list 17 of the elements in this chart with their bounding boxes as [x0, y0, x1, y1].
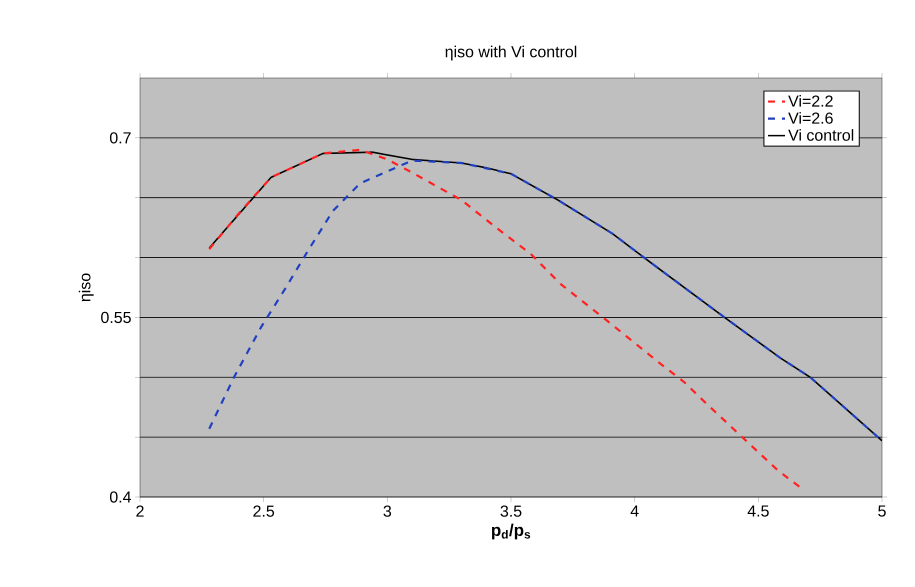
- legend-label: Vi control: [788, 129, 854, 141]
- x-tick-label: 3.5: [500, 506, 522, 517]
- y-tick-label: 0.7: [110, 132, 131, 144]
- x-tick-label: 2: [136, 506, 144, 517]
- legend-label: Vi=2.6: [788, 112, 833, 124]
- legend-label: Vi=2.2: [788, 95, 833, 107]
- x-axis-title: p$_{d}$/p$_{s}$: [492, 524, 530, 540]
- x-tick-label: 3: [384, 506, 392, 517]
- x-tick-label: 5: [878, 506, 886, 517]
- y-tick-label: 0.4: [110, 491, 132, 503]
- x-tick-label: 4: [630, 506, 639, 516]
- y-axis-title: ηiso: [78, 274, 94, 302]
- line-series: [208, 148, 802, 489]
- x-tick-label: 4.5: [748, 506, 769, 517]
- chart-title: ηiso with Vi control: [446, 46, 576, 61]
- x-tick-label: 2.5: [253, 506, 274, 517]
- y-tick-label: 0.55: [101, 312, 131, 324]
